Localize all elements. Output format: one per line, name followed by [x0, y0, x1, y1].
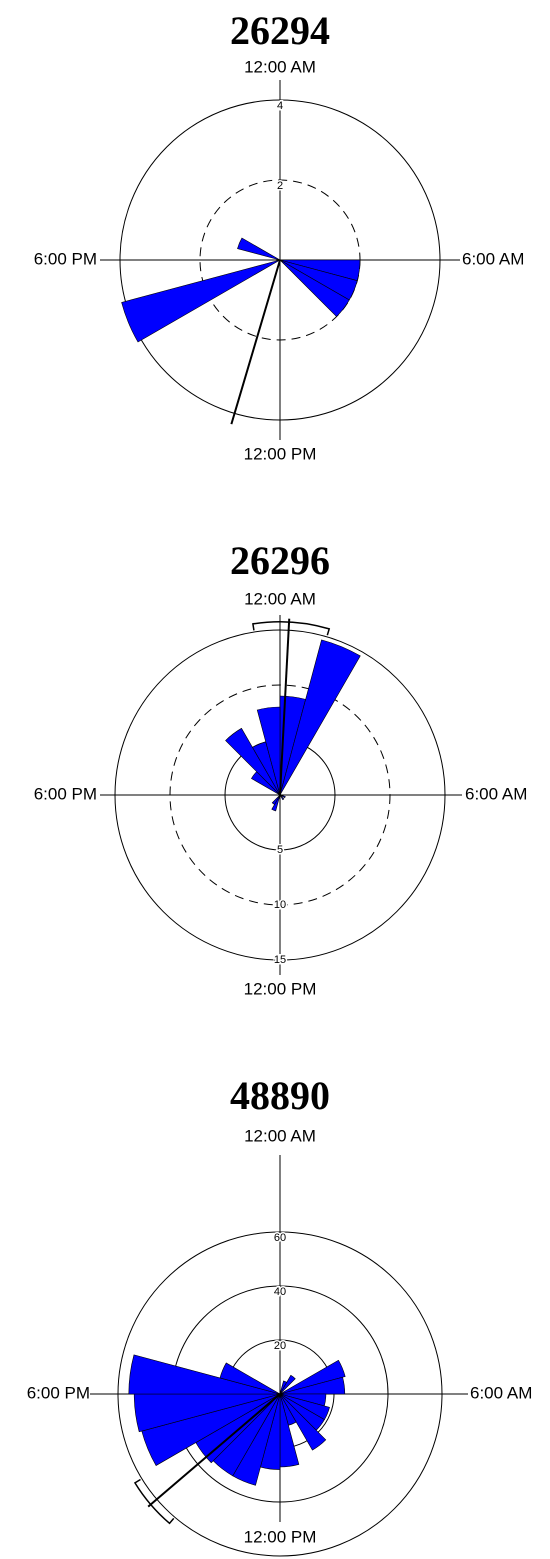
- mean-line: [147, 1393, 281, 1508]
- mean-ci-arc: [133, 1478, 175, 1525]
- chart-title: 26296: [230, 538, 330, 583]
- mean-ci-arc: [252, 621, 331, 636]
- rose-wedge: [279, 1359, 346, 1395]
- direction-label: 6:00 AM: [462, 249, 524, 268]
- chart-title: 26294: [230, 8, 330, 53]
- direction-label: 6:00 AM: [465, 784, 527, 803]
- direction-label: 6:00 PM: [34, 249, 97, 268]
- radial-tick-label: 15: [274, 954, 286, 966]
- rose-wedge: [279, 1374, 296, 1395]
- rose-wedge: [279, 1393, 327, 1451]
- rose-wedge: [121, 259, 281, 343]
- rose-wedge: [237, 237, 281, 261]
- rose-wedge: [225, 727, 281, 796]
- rose-wedge: [271, 794, 281, 805]
- direction-label: 12:00 PM: [244, 1527, 317, 1546]
- direction-label: 12:00 PM: [244, 979, 317, 998]
- rose-wedge: [279, 794, 285, 801]
- direction-label: 12:00 AM: [244, 589, 316, 608]
- rose-wedge: [256, 706, 281, 796]
- radial-tick-label: 40: [274, 1286, 286, 1298]
- direction-label: 6:00 PM: [34, 784, 97, 803]
- radial-tick-label: 60: [274, 1232, 286, 1244]
- mean-line: [230, 259, 281, 425]
- radial-tick-label: 10: [274, 899, 286, 911]
- rose-wedge: [219, 1362, 281, 1395]
- radial-tick-label: 5: [277, 844, 283, 856]
- direction-label: 6:00 AM: [470, 1383, 532, 1402]
- rose-wedge: [279, 794, 286, 799]
- mean-line: [279, 618, 291, 796]
- rose-wedge: [128, 1354, 281, 1395]
- radial-tick-label: 20: [274, 1340, 286, 1352]
- direction-label: 12:00 AM: [244, 1126, 316, 1145]
- direction-label: 12:00 AM: [244, 57, 316, 76]
- radial-tick-label: 4: [277, 100, 283, 112]
- rose-wedge: [279, 1376, 346, 1395]
- rose-wedge: [279, 639, 361, 796]
- direction-label: 12:00 PM: [244, 444, 317, 463]
- chart-title: 48890: [230, 1073, 330, 1118]
- rose-wedge: [279, 259, 350, 317]
- direction-label: 6:00 PM: [27, 1383, 90, 1402]
- radial-tick-label: 2: [277, 180, 283, 192]
